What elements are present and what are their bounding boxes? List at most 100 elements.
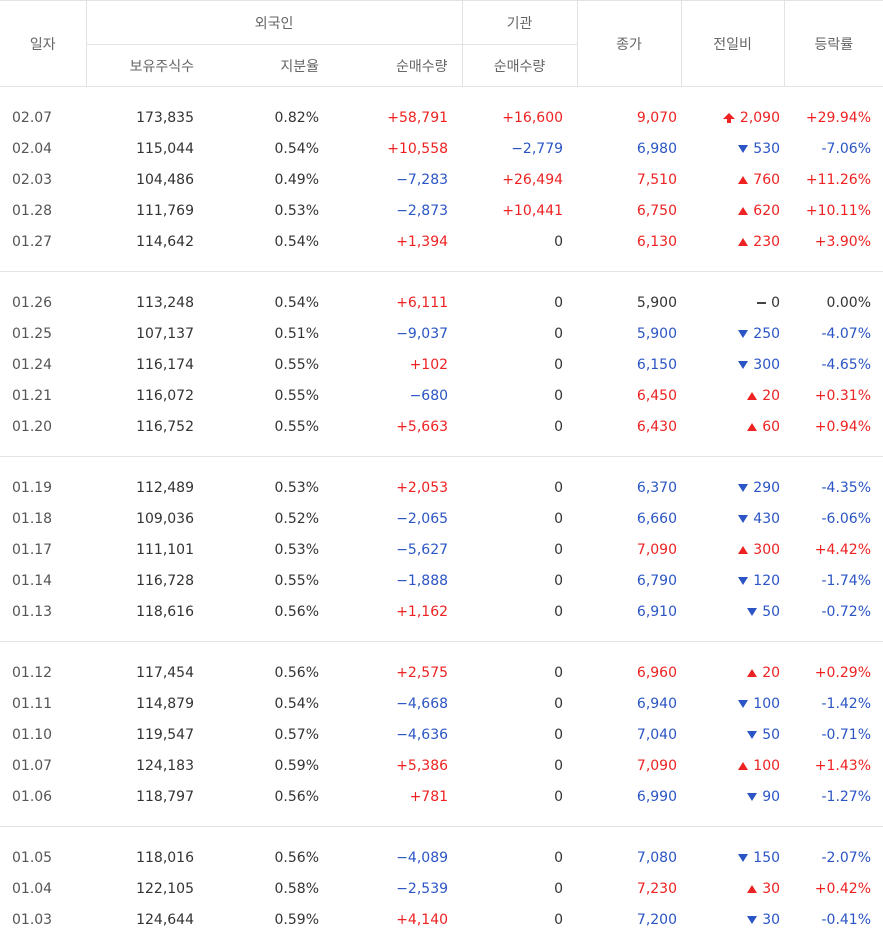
cell-date: 01.27 <box>0 226 86 257</box>
cell-ratio: 0.55% <box>208 349 333 380</box>
cell-change-value: 150 <box>753 850 780 866</box>
cell-holdings-value: 107,137 <box>136 326 194 342</box>
cell-holdings: 116,072 <box>86 380 208 411</box>
cell-foreign-net: +4,140 <box>333 904 462 935</box>
cell-rate: -7.06% <box>784 133 883 164</box>
cell-close: 6,990 <box>577 781 681 812</box>
cell-close: 6,450 <box>577 380 681 411</box>
cell-ratio: 0.52% <box>208 503 333 534</box>
cell-change-value: 20 <box>762 665 780 681</box>
cell-foreign-net: +781 <box>333 781 462 812</box>
cell-inst-net-value: 0 <box>554 604 563 620</box>
cell-change: 760 <box>681 164 784 195</box>
cell-inst-net-value: 0 <box>554 542 563 558</box>
cell-change: 250 <box>681 318 784 349</box>
cell-holdings-value: 114,879 <box>136 696 194 712</box>
down-arrow-icon <box>738 145 748 153</box>
cell-holdings-value: 116,752 <box>136 419 194 435</box>
cell-close: 6,790 <box>577 565 681 596</box>
cell-inst-net-value: 0 <box>554 881 563 897</box>
cell-change: 0 <box>681 287 784 318</box>
header-institution: 기관 <box>462 1 577 45</box>
cell-close-value: 7,090 <box>637 542 677 558</box>
cell-date: 01.28 <box>0 195 86 226</box>
cell-change-value: 50 <box>762 727 780 743</box>
cell-change: 30 <box>681 873 784 904</box>
cell-change: 150 <box>681 842 784 873</box>
cell-close: 6,910 <box>577 596 681 627</box>
cell-change: 50 <box>681 719 784 750</box>
cell-rate-value: +11.26% <box>806 172 871 188</box>
cell-rate-value: +0.42% <box>815 881 871 897</box>
cell-date-value: 01.24 <box>12 357 52 373</box>
cell-inst-net: 0 <box>462 287 577 318</box>
cell-ratio-value: 0.49% <box>275 172 319 188</box>
cell-close-value: 7,200 <box>637 912 677 928</box>
cell-holdings: 112,489 <box>86 472 208 503</box>
cell-holdings-value: 118,616 <box>136 604 194 620</box>
down-arrow-icon <box>738 361 748 369</box>
cell-ratio: 0.59% <box>208 750 333 781</box>
cell-change-value: 60 <box>762 419 780 435</box>
cell-ratio-value: 0.56% <box>275 604 319 620</box>
cell-date: 01.18 <box>0 503 86 534</box>
cell-ratio-value: 0.82% <box>275 110 319 126</box>
cell-change-value: 100 <box>753 696 780 712</box>
cell-holdings: 116,728 <box>86 565 208 596</box>
cell-date: 01.13 <box>0 596 86 627</box>
cell-change: 100 <box>681 688 784 719</box>
up-arrow-icon <box>747 885 757 893</box>
cell-holdings-value: 124,183 <box>136 758 194 774</box>
cell-ratio: 0.55% <box>208 411 333 442</box>
cell-holdings-value: 119,547 <box>136 727 194 743</box>
group-divider <box>0 812 883 827</box>
cell-date: 01.11 <box>0 688 86 719</box>
cell-ratio: 0.57% <box>208 719 333 750</box>
cell-close: 7,200 <box>577 904 681 935</box>
cell-inst-net: 0 <box>462 781 577 812</box>
cell-ratio-value: 0.54% <box>275 234 319 250</box>
cell-inst-net: 0 <box>462 349 577 380</box>
cell-change: 120 <box>681 565 784 596</box>
down-arrow-icon <box>738 330 748 338</box>
cell-rate-value: -7.06% <box>821 141 871 157</box>
cell-change-value: 30 <box>762 912 780 928</box>
cell-date-value: 02.04 <box>12 141 52 157</box>
cell-close-value: 7,510 <box>637 172 677 188</box>
cell-close-value: 7,080 <box>637 850 677 866</box>
up-arrow-icon <box>738 762 748 770</box>
cell-foreign-net: +5,386 <box>333 750 462 781</box>
cell-rate: +0.31% <box>784 380 883 411</box>
cell-ratio: 0.49% <box>208 164 333 195</box>
header-close: 종가 <box>577 1 681 87</box>
cell-change-value: 290 <box>753 480 780 496</box>
cell-inst-net-value: 0 <box>554 234 563 250</box>
cell-ratio-value: 0.56% <box>275 665 319 681</box>
cell-foreign-net: −2,539 <box>333 873 462 904</box>
cell-date: 01.19 <box>0 472 86 503</box>
cell-close-value: 6,990 <box>637 789 677 805</box>
cell-foreign-net: +2,575 <box>333 657 462 688</box>
cell-holdings-value: 109,036 <box>136 511 194 527</box>
cell-rate: -0.41% <box>784 904 883 935</box>
cell-ratio: 0.56% <box>208 657 333 688</box>
cell-holdings-value: 104,486 <box>136 172 194 188</box>
cell-date: 01.17 <box>0 534 86 565</box>
cell-foreign-net-value: −7,283 <box>396 172 448 188</box>
cell-foreign-net: +5,663 <box>333 411 462 442</box>
header-holdings: 보유주식수 <box>86 45 208 87</box>
group-divider <box>0 257 883 272</box>
cell-date-value: 01.25 <box>12 326 52 342</box>
cell-foreign-net: −4,668 <box>333 688 462 719</box>
down-arrow-icon <box>738 700 748 708</box>
cell-foreign-net: −2,065 <box>333 503 462 534</box>
cell-holdings-value: 117,454 <box>136 665 194 681</box>
cell-rate: +0.42% <box>784 873 883 904</box>
